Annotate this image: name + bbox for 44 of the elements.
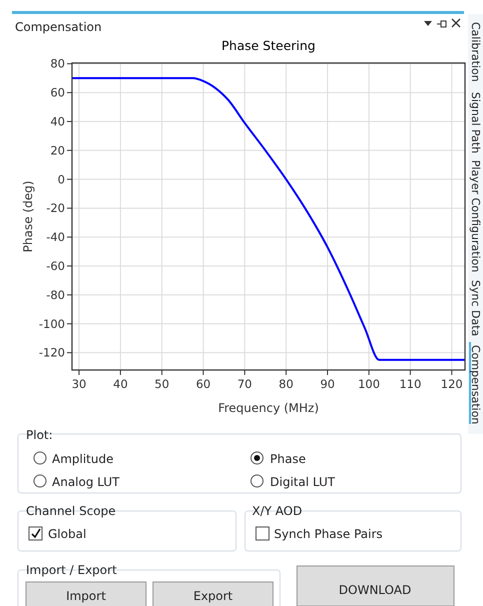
- x-tick-label: 50: [154, 377, 170, 391]
- text: Analog LUT: [52, 475, 120, 489]
- text: X/Y AOD: [252, 504, 302, 518]
- y-tick-label: 80: [50, 56, 65, 71]
- y-tick-label: -120: [38, 346, 65, 360]
- x-tick-label: 40: [113, 377, 128, 391]
- text: Compensation: [469, 345, 482, 424]
- text: Compensation: [15, 20, 102, 34]
- y-tick-label: -60: [46, 258, 65, 273]
- x-tick-label: 120: [440, 377, 463, 391]
- y-tick-label: -20: [46, 201, 65, 216]
- y-tick-label: 0: [58, 172, 65, 186]
- line-series: [72, 77, 465, 361]
- chart-title: Phase Steering: [222, 38, 316, 53]
- text: Signal Path: [469, 92, 482, 154]
- y-tick-label: -40: [46, 230, 65, 244]
- text: Channel Scope: [26, 504, 116, 518]
- x-tick-label: 110: [399, 377, 422, 391]
- text: Synch Phase Pairs: [274, 527, 383, 541]
- text: Export: [193, 589, 233, 603]
- y-tick-label: 20: [50, 143, 65, 158]
- x-axis-title: Frequency (MHz): [218, 401, 319, 415]
- x-tick-label: 70: [237, 377, 252, 391]
- text: DOWNLOAD: [338, 583, 412, 597]
- text: Sync Data: [469, 280, 482, 336]
- x-tick-label: 80: [278, 377, 294, 391]
- y-tick-label: 60: [50, 86, 65, 100]
- x-tick-label: 30: [72, 377, 86, 391]
- text: Global: [48, 527, 86, 541]
- text: Player Configuration: [469, 160, 482, 272]
- text: Plot:: [26, 428, 53, 442]
- text: Amplitude: [52, 452, 114, 466]
- y-tick-label: 40: [50, 114, 65, 129]
- y-tick-label: -100: [38, 316, 65, 331]
- x-tick-label: 60: [196, 377, 211, 391]
- text: Import: [66, 589, 106, 603]
- text: Digital LUT: [270, 475, 336, 489]
- text: Calibration: [469, 22, 482, 82]
- y-tick-label: -80: [46, 288, 65, 302]
- x-tick-label: 90: [320, 377, 335, 391]
- text: Phase: [270, 452, 306, 466]
- text: Import / Export: [26, 563, 118, 577]
- y-axis-title: Phase (deg): [21, 180, 35, 252]
- x-tick-label: 100: [358, 377, 380, 391]
